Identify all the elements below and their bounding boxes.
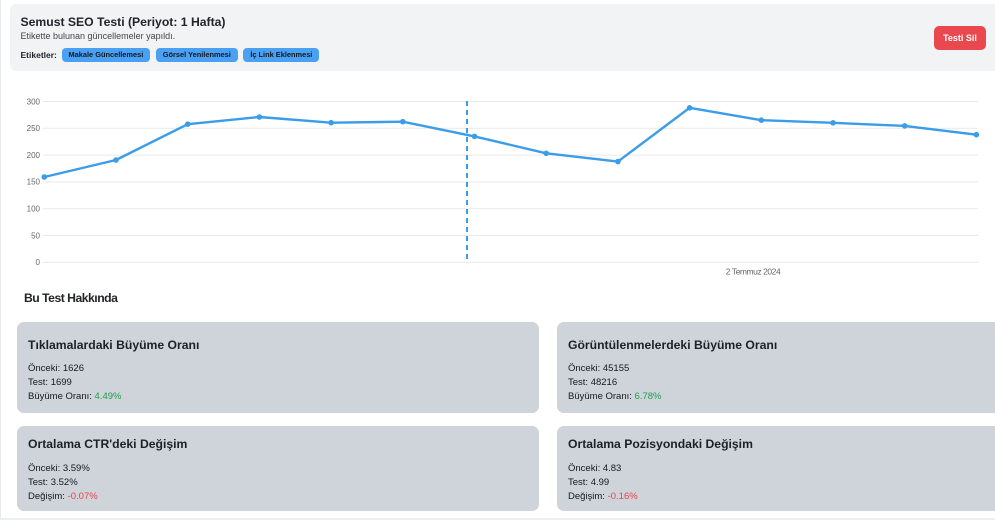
svg-text:250: 250 <box>27 124 41 133</box>
svg-text:200: 200 <box>27 151 41 160</box>
svg-text:50: 50 <box>31 231 40 240</box>
svg-text:150: 150 <box>27 178 41 187</box>
svg-text:2 Temmuz 2024: 2 Temmuz 2024 <box>726 267 781 277</box>
svg-text:300: 300 <box>27 97 41 106</box>
svg-text:0: 0 <box>36 258 41 267</box>
svg-text:100: 100 <box>27 205 41 214</box>
